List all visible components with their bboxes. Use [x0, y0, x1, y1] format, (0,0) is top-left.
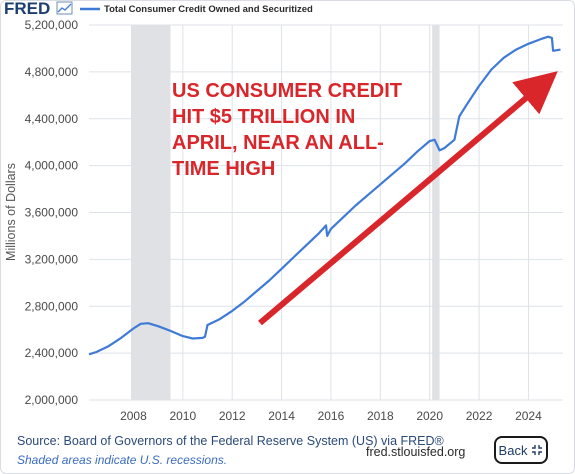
back-button-label: Back — [498, 442, 528, 458]
x-tick-label: 2014 — [268, 409, 295, 423]
fred-url[interactable]: fred.stlouisfed.org — [366, 445, 466, 459]
y-tick-label: 4,800,000 — [25, 65, 79, 79]
y-tick-label: 2,400,000 — [25, 346, 79, 360]
legend-label: Total Consumer Credit Owned and Securiti… — [104, 4, 313, 15]
recession-note: Shaded areas indicate U.S. recessions. — [17, 453, 228, 467]
y-tick-label: 3,200,000 — [25, 252, 79, 266]
x-tick-label: 2020 — [416, 409, 443, 423]
source-text: Source: Board of Governors of the Federa… — [17, 434, 444, 448]
fred-logo-graph-icon — [56, 1, 73, 15]
x-tick-label: 2016 — [318, 409, 345, 423]
series-line — [88, 35, 561, 356]
fred-logo[interactable]: FRED — [4, 0, 50, 18]
y-tick-label: 4,000,000 — [25, 159, 79, 173]
annotation-line: US CONSUMER CREDIT — [172, 80, 402, 102]
annotation-text: US CONSUMER CREDIT HIT $5 TRILLION IN APRI… — [172, 80, 402, 180]
x-tick-label: 2012 — [219, 409, 246, 423]
x-tick-label: 2024 — [515, 409, 542, 423]
annotation-line: TIME HIGH — [172, 158, 275, 180]
x-tick-label: 2018 — [367, 409, 394, 423]
y-tick-label: 2,000,000 — [25, 393, 79, 407]
y-tick-label: 2,800,000 — [25, 299, 79, 313]
x-tick-label: 2022 — [466, 409, 493, 423]
y-axis-label: Millions of Dollars — [4, 163, 18, 261]
annotation-line: APRIL, NEAR AN ALL- — [172, 132, 384, 154]
y-tick-label: 5,200,000 — [25, 18, 79, 32]
shrink-icon — [532, 445, 543, 455]
annotation-line: HIT $5 TRILLION IN — [172, 106, 355, 128]
trend-arrow — [258, 71, 558, 326]
back-button[interactable]: Back — [494, 436, 548, 464]
y-tick-label: 4,400,000 — [25, 112, 79, 126]
x-tick-label: 2010 — [169, 409, 196, 423]
y-tick-label: 3,600,000 — [25, 206, 79, 220]
x-tick-label: 2008 — [120, 409, 147, 423]
